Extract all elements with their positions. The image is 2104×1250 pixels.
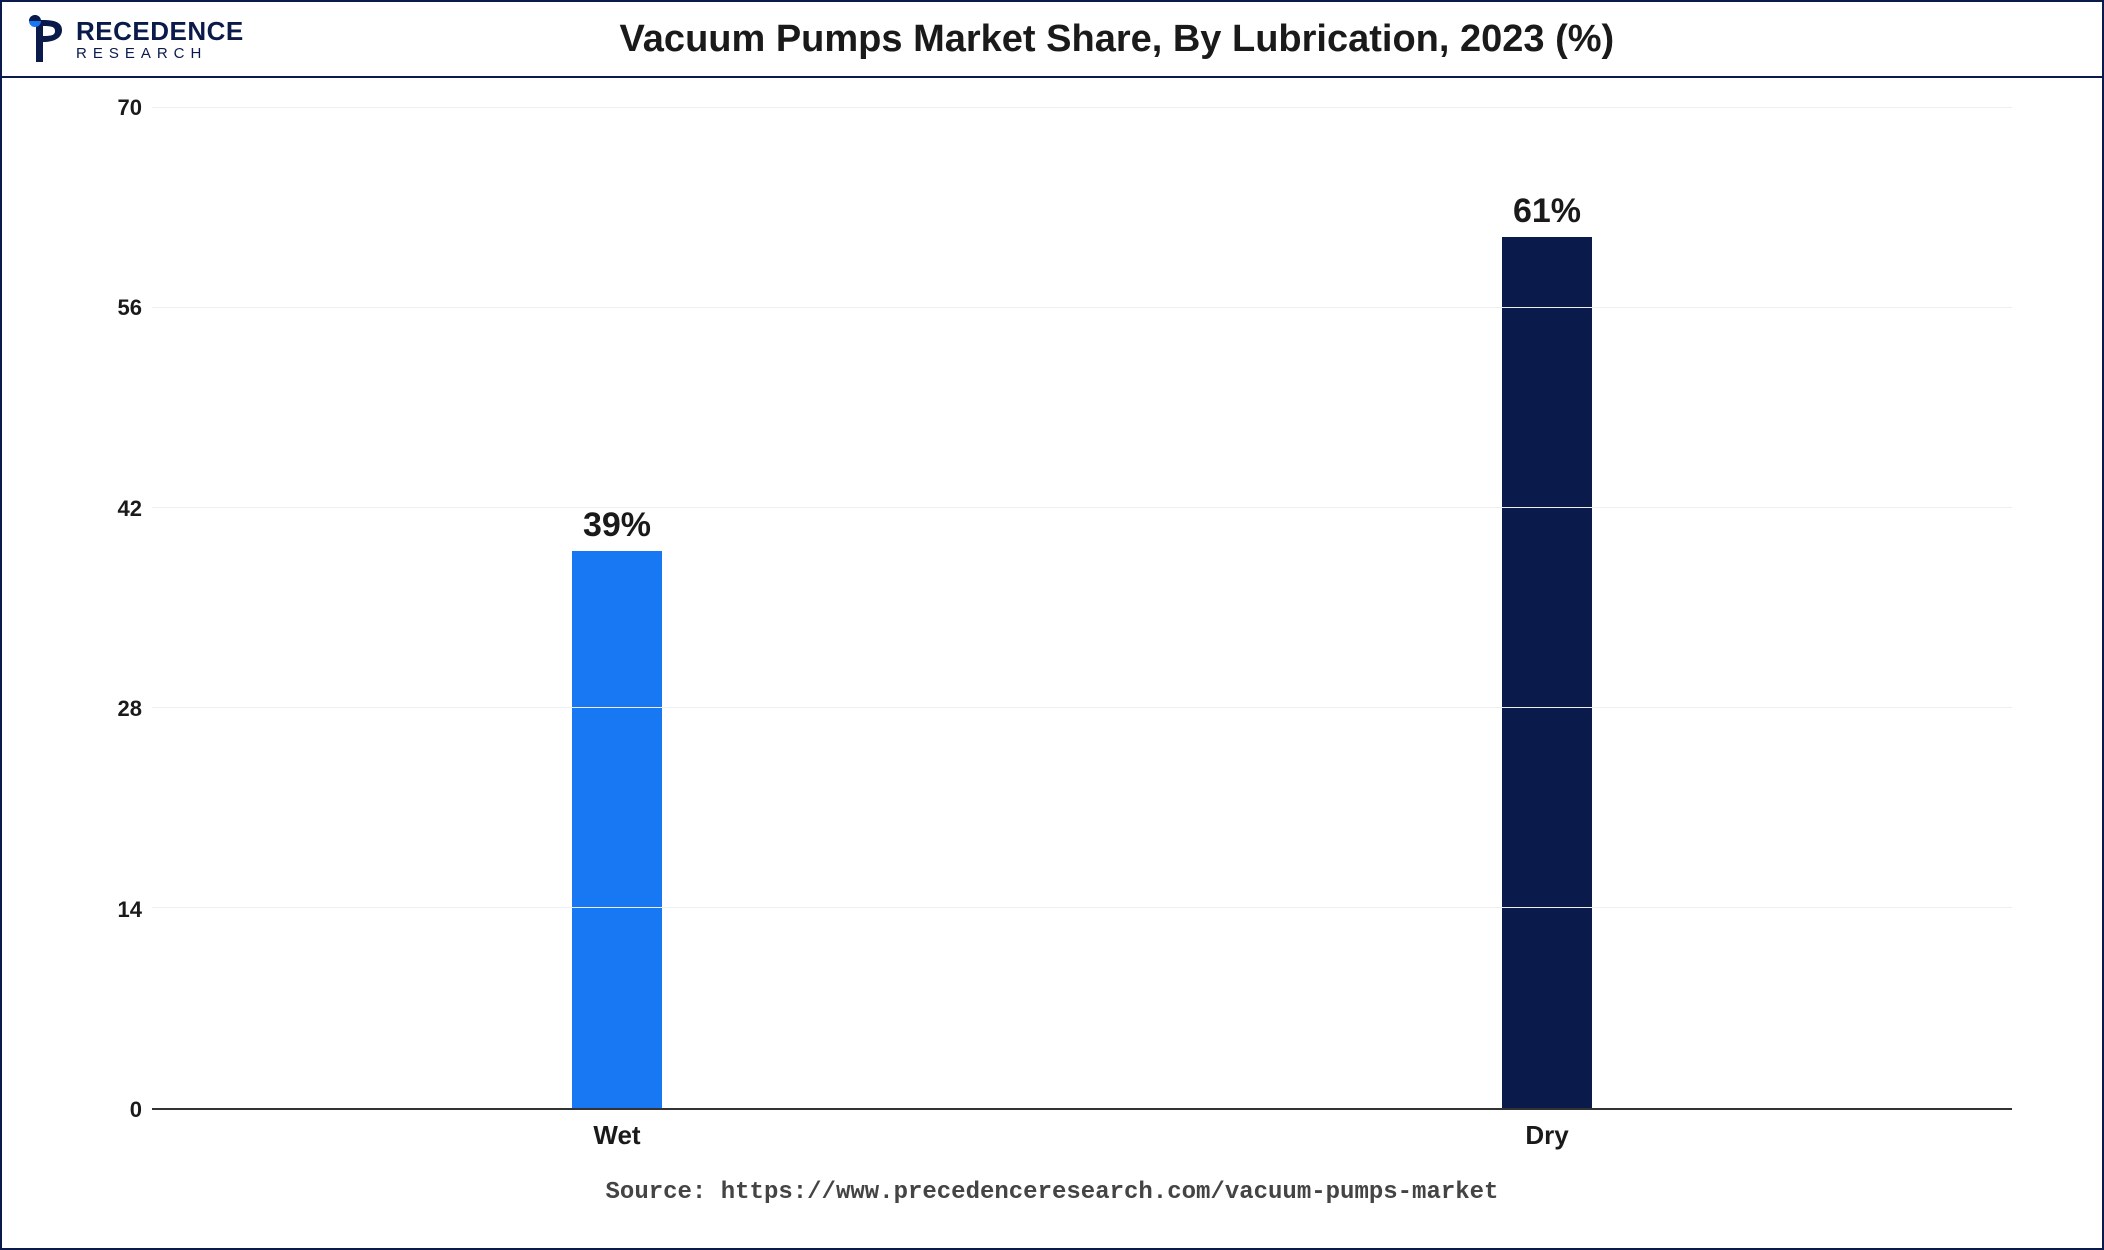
logo-text: RECEDENCE RESEARCH	[76, 18, 244, 61]
x-axis: Wet Dry	[152, 1110, 2012, 1151]
source-prefix: Source:	[606, 1179, 721, 1206]
grid-line	[152, 107, 2012, 108]
bar	[572, 551, 662, 1108]
y-tick-label: 28	[118, 696, 142, 722]
brand-logo: RECEDENCE RESEARCH	[26, 14, 244, 64]
bar-slot: 39%	[245, 108, 989, 1108]
grid-line	[152, 507, 2012, 508]
x-labels: Wet Dry	[152, 1110, 2012, 1151]
y-tick-label: 56	[118, 295, 142, 321]
source-url: https://www.precedenceresearch.com/vacuu…	[721, 1179, 1499, 1206]
grid-line	[152, 307, 2012, 308]
chart-title: Vacuum Pumps Market Share, By Lubricatio…	[276, 18, 2078, 61]
bar-value-label: 39%	[583, 506, 651, 545]
bar-value-label: 61%	[1513, 192, 1581, 231]
logo-mark-icon	[26, 14, 70, 64]
source-line: Source: https://www.precedenceresearch.c…	[92, 1151, 2012, 1228]
header-row: RECEDENCE RESEARCH Vacuum Pumps Market S…	[2, 2, 2102, 78]
plot-region: 39% 61%	[152, 108, 2012, 1110]
y-tick-label: 14	[118, 897, 142, 923]
chart-area: 0 14 28 42 56 70 39% 61% Wet Dry Source: https:…	[2, 78, 2102, 1248]
y-tick-label: 70	[118, 95, 142, 121]
bar	[1502, 237, 1592, 1108]
y-axis: 01428425670	[92, 108, 152, 1110]
y-tick-label: 0	[130, 1097, 142, 1123]
y-tick-label: 42	[118, 496, 142, 522]
chart-frame: RECEDENCE RESEARCH Vacuum Pumps Market S…	[0, 0, 2104, 1250]
bar-slot: 61%	[1175, 108, 1919, 1108]
grid-line	[152, 907, 2012, 908]
grid-line	[152, 707, 2012, 708]
x-category-label: Dry	[1175, 1120, 1919, 1151]
logo-line1: RECEDENCE	[76, 18, 244, 44]
logo-line2: RESEARCH	[76, 46, 244, 61]
plot-wrap: 01428425670 39%61%	[92, 108, 2012, 1110]
x-category-label: Wet	[245, 1120, 989, 1151]
bars-container: 39% 61%	[152, 108, 2012, 1108]
